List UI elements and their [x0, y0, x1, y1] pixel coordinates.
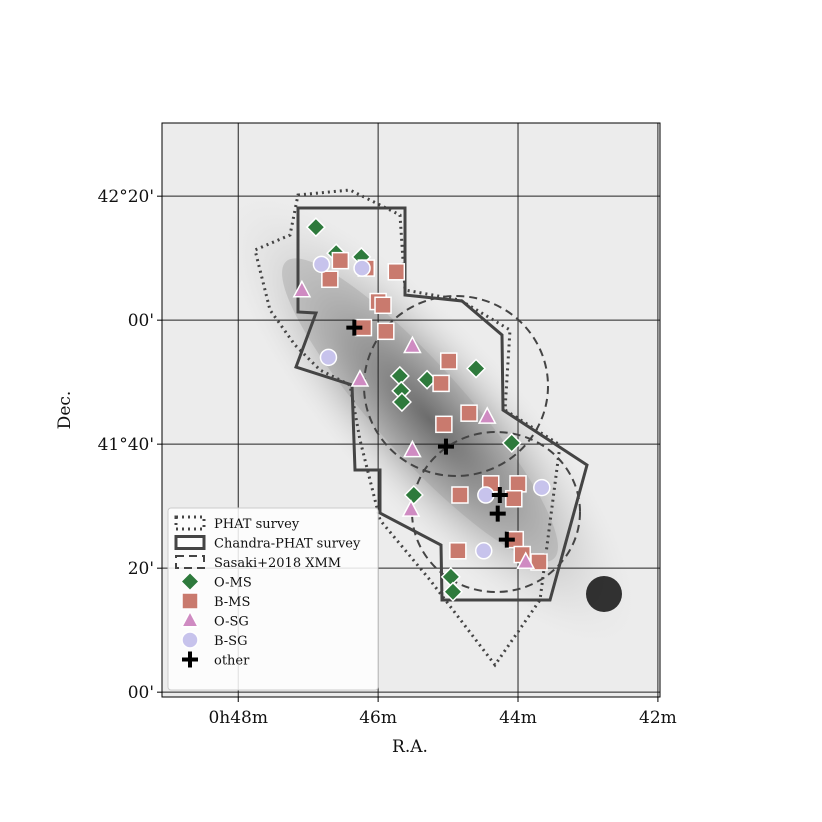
marker	[180, 609, 200, 628]
y-tick-label: 20'	[128, 559, 154, 579]
marker	[442, 581, 464, 602]
marker	[350, 369, 370, 387]
x-tick-label: 44m	[499, 708, 537, 728]
marker	[465, 358, 487, 379]
marker	[437, 438, 454, 455]
marker	[182, 651, 198, 668]
marker	[505, 489, 523, 508]
marker	[460, 404, 478, 422]
marker	[489, 505, 506, 522]
marker	[449, 542, 467, 560]
marker	[498, 531, 515, 548]
legend-swatch	[174, 515, 206, 531]
marker	[346, 319, 363, 336]
x-tick-label: 46m	[359, 708, 397, 728]
marker	[491, 487, 508, 504]
y-tick-label: 00'	[128, 311, 154, 331]
x-tick-label: 0h48m	[208, 708, 268, 728]
legend-label: PHAT survey	[214, 517, 300, 532]
marker	[331, 251, 350, 270]
marker	[387, 263, 406, 281]
marker	[403, 335, 422, 354]
marker	[312, 255, 331, 274]
marker	[403, 484, 424, 506]
marker	[377, 322, 395, 341]
marker	[509, 475, 527, 493]
legend-label: B-SG	[214, 634, 247, 649]
marker	[391, 391, 412, 413]
legend-box	[167, 507, 379, 691]
plot-frame	[161, 122, 661, 698]
marker	[440, 352, 458, 370]
survey-outlines	[253, 188, 589, 668]
marker	[353, 259, 371, 277]
marker	[451, 486, 469, 504]
marker	[181, 592, 199, 610]
marker	[181, 631, 199, 649]
legend-swatch	[175, 555, 205, 569]
marker	[477, 406, 497, 424]
marker	[403, 439, 422, 458]
marker	[432, 374, 450, 393]
legend-label: O-SG	[214, 615, 249, 630]
legend-label: O-MS	[214, 576, 252, 591]
phat-outline	[253, 188, 562, 668]
marker	[374, 296, 392, 315]
marker	[305, 217, 326, 238]
marker	[435, 415, 453, 434]
marker	[179, 571, 201, 592]
x-tick-label: 42m	[639, 708, 677, 728]
legend-label: B-MS	[214, 595, 250, 610]
legend-label: other	[214, 654, 250, 669]
marker	[474, 542, 493, 560]
marker	[321, 270, 339, 288]
legend-swatch	[174, 535, 206, 550]
xmm-outline	[411, 431, 581, 593]
xmm-outline	[363, 295, 549, 477]
marker	[516, 551, 536, 570]
y-tick-label: 00'	[128, 683, 154, 703]
legend: PHAT survey Chandra-PHAT survey Sasaki+201…	[167, 507, 379, 691]
legend-label: Chandra-PHAT survey	[214, 537, 361, 552]
y-tick-label: 42°20'	[98, 187, 154, 207]
marker	[292, 279, 312, 298]
marker	[319, 348, 338, 367]
y-tick-label: 41°40'	[98, 435, 154, 455]
y-axis-label: Dec.	[55, 391, 75, 430]
markers	[292, 217, 551, 602]
x-axis-label: R.A.	[392, 737, 428, 757]
marker	[477, 486, 495, 504]
marker	[401, 499, 421, 517]
marker	[501, 432, 522, 453]
legend-label: Sasaki+2018 XMM	[214, 556, 341, 571]
marker	[533, 478, 551, 497]
